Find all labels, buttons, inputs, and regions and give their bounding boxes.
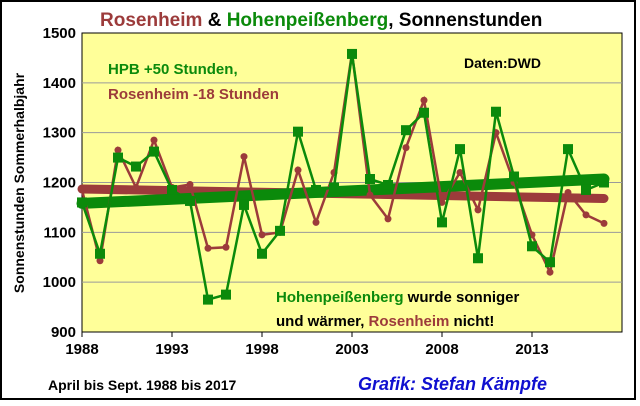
point-hpb [113,152,123,163]
series-line-hpb [80,53,605,302]
point-hpb [455,144,465,155]
point-hpb [221,289,231,300]
point-rosenheim [204,244,212,252]
x-tick-label: 2013 [515,341,548,358]
y-tick-label: 1500 [43,25,76,42]
annotation-source: Daten:DWD [464,55,541,71]
credit: Grafik: Stefan Kämpfe [358,374,547,394]
annotation-hpb-offset: HPB +50 Stunden, [108,61,238,78]
title-amp: & [202,10,226,31]
y-tick-label: 1200 [43,175,76,192]
point-hpb [167,184,177,195]
point-hpb [293,126,303,137]
conclusion-text2: und wärmer, [276,313,369,330]
point-rosenheim [546,268,554,276]
annotation-conclusion-line1: Hohenpeißenberg wurde sonniger [276,289,520,306]
point-hpb [473,253,483,264]
point-hpb [383,179,393,190]
point-rosenheim [222,243,230,251]
point-hpb [239,199,249,210]
point-rosenheim [582,211,590,219]
point-hpb [257,248,267,259]
point-hpb [401,125,411,136]
point-hpb [509,171,519,182]
point-hpb [347,48,357,59]
annotation-ros-offset: Rosenheim -18 Stunden [108,86,279,103]
data-series [77,48,609,305]
point-hpb [95,248,105,259]
period-note: April bis Sept. 1988 bis 2017 [48,377,237,393]
point-rosenheim [402,144,410,152]
point-rosenheim [96,257,104,265]
point-hpb [149,146,159,157]
point-hpb [77,197,87,208]
point-rosenheim [240,153,248,161]
point-rosenheim [114,146,122,154]
y-tick-label: 900 [51,324,76,341]
point-hpb [545,257,555,268]
chart-title: Rosenheim & Hohenpeißenberg, Sonnenstund… [100,10,542,31]
x-tick-labels: 1988 1993 1998 2003 2008 2013 [65,341,548,358]
point-rosenheim [456,169,464,177]
x-tick-label: 2008 [425,341,458,358]
y-axis-label: Sonnenstunden Sommerhalbjahr [11,72,27,293]
point-hpb [491,106,501,117]
point-rosenheim [420,96,428,104]
conclusion-rosenheim: Rosenheim [369,313,450,330]
point-hpb [581,184,591,195]
point-hpb [365,174,375,185]
point-hpb [599,177,609,188]
point-rosenheim [564,188,572,196]
chart-frame: Rosenheim & Hohenpeißenberg, Sonnenstund… [0,0,636,400]
annotation-conclusion-line2: und wärmer, Rosenheim nicht! [276,313,494,330]
point-rosenheim [78,186,86,194]
point-hpb [563,144,573,155]
y-tick-labels: 900 1000 1100 1200 1300 1400 1500 [43,25,76,341]
point-rosenheim [150,136,158,144]
point-hpb [131,161,141,172]
y-tick-label: 1400 [43,75,76,92]
point-hpb [329,182,339,193]
point-hpb [437,217,447,228]
point-rosenheim [294,166,302,174]
x-tick-label: 1993 [155,341,188,358]
point-hpb [527,241,537,252]
point-rosenheim [132,183,140,191]
point-rosenheim [186,180,194,188]
point-hpb [419,107,429,118]
point-hpb [185,195,195,206]
point-hpb [203,294,213,305]
title-hpb: Hohenpeißenberg [227,10,389,31]
y-tick-label: 1100 [43,224,76,241]
conclusion-text1: wurde sonniger [404,289,520,306]
point-rosenheim [258,231,266,239]
point-rosenheim [366,191,374,199]
point-rosenheim [384,215,392,223]
x-tick-label: 1988 [65,341,98,358]
point-rosenheim [474,206,482,214]
point-rosenheim [600,219,608,227]
x-tick-label: 2003 [335,341,368,358]
x-tick-label: 1998 [245,341,278,358]
point-rosenheim [312,218,320,226]
y-tick-label: 1000 [43,274,76,291]
conclusion-text3: nicht! [449,313,494,330]
point-hpb [275,225,285,236]
conclusion-hpb: Hohenpeißenberg [276,289,404,306]
point-hpb [311,184,321,195]
title-rest: , Sonnenstunden [388,10,542,31]
y-tick-label: 1300 [43,125,76,142]
title-rosenheim: Rosenheim [100,10,202,31]
